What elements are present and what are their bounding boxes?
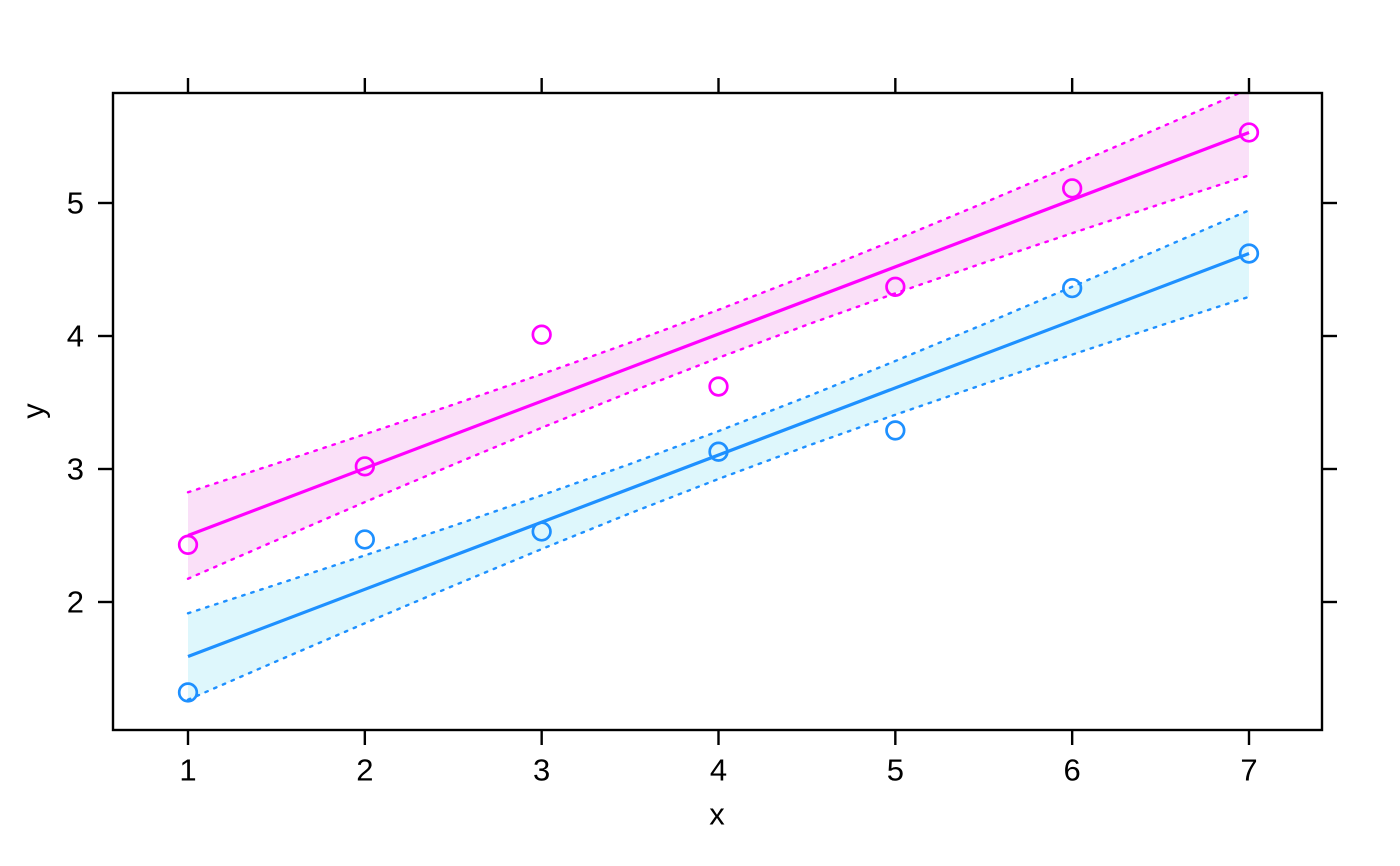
axis-ticks	[98, 78, 1337, 745]
x-tick-label-4: 4	[710, 753, 727, 788]
data-point-blue-group-x6	[1062, 277, 1083, 299]
y-tick-label-3: 3	[67, 452, 84, 487]
confidence-band-magenta-group	[188, 93, 1249, 579]
axis-labels: 1 2 3 4 5 6 7 2 3 4 5 x y	[16, 186, 1258, 832]
data-point-blue-group-x7	[1238, 243, 1260, 264]
band-upper-edge-magenta-group	[186, 93, 1243, 494]
x-tick-label-5: 5	[887, 753, 904, 788]
data-point-magenta-group-x6	[1062, 178, 1083, 199]
y-tick-label-2: 2	[67, 585, 84, 620]
x-tick-label-2: 2	[356, 753, 373, 788]
data-point-magenta-group-x3	[531, 324, 552, 345]
fit-line-magenta-group	[187, 131, 1250, 537]
x-tick-label-6: 6	[1064, 753, 1081, 788]
data-point-blue-group-x3	[531, 521, 552, 542]
series-magenta-group	[177, 93, 1260, 580]
band-lower-edge-magenta-group	[186, 174, 1251, 580]
data-point-blue-group-x2	[354, 529, 375, 550]
data-point-magenta-group-x1	[177, 534, 199, 555]
data-point-magenta-group-x2	[354, 456, 375, 477]
y-tick-label-5: 5	[67, 186, 84, 221]
x-tick-label-7: 7	[1240, 753, 1257, 788]
data-point-magenta-group-x7	[1238, 122, 1260, 143]
data-point-blue-group-x1	[177, 682, 199, 703]
series-blue-group	[177, 209, 1260, 703]
data-point-magenta-group-x5	[885, 276, 906, 297]
fit-line-blue-group	[187, 252, 1250, 659]
plot-area	[177, 93, 1260, 703]
y-tick-label-4: 4	[67, 319, 84, 354]
x-axis-title: x	[709, 797, 725, 832]
y-axis-title: y	[16, 403, 51, 419]
data-point-magenta-group-x4	[708, 376, 729, 397]
band-lower-edge-blue-group	[186, 295, 1251, 701]
x-tick-label-1: 1	[179, 753, 196, 788]
data-point-blue-group-x5	[885, 420, 906, 441]
data-point-blue-group-x4	[708, 441, 729, 462]
x-tick-label-3: 3	[533, 753, 550, 788]
band-upper-edge-blue-group	[186, 209, 1251, 615]
